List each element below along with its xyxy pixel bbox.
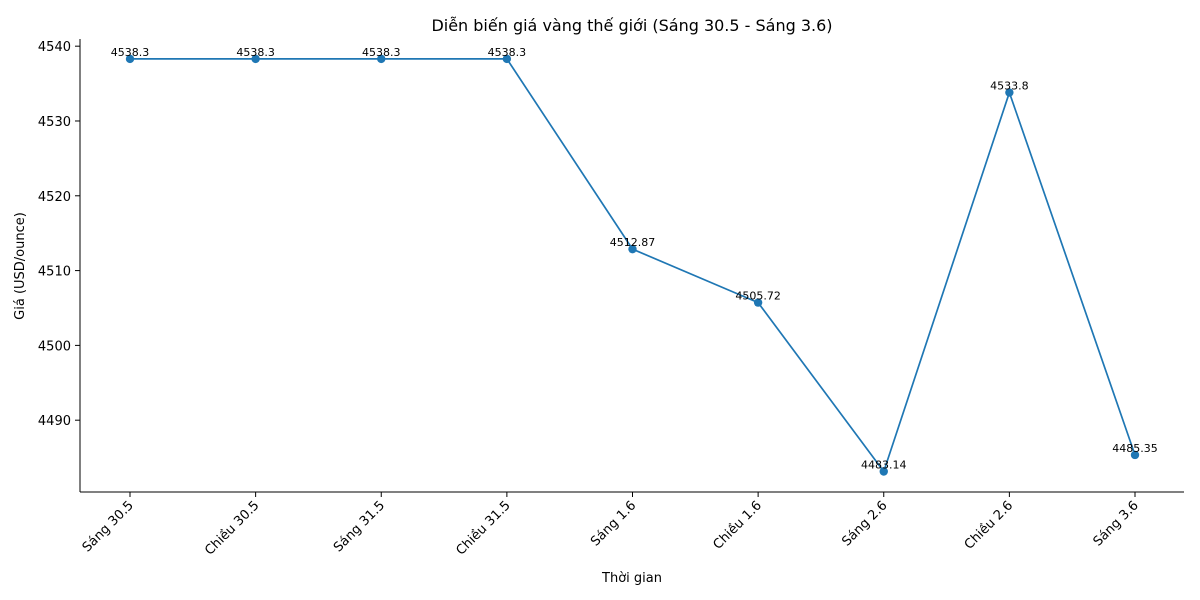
data-label: 4483.14 [861, 459, 907, 472]
data-label: 4538.3 [362, 46, 401, 59]
data-label: 4538.3 [488, 46, 527, 59]
x-tick-label: Sáng 31.5 [331, 498, 388, 555]
y-tick-label: 4520 [38, 190, 71, 205]
x-tick-label: Sáng 30.5 [80, 498, 137, 555]
y-tick-label: 4500 [38, 339, 71, 354]
data-label: 4538.3 [236, 46, 275, 59]
y-tick-label: 4510 [38, 265, 71, 280]
x-tick-label: Sáng 3.6 [1091, 498, 1142, 549]
x-tick-label: Sáng 1.6 [588, 498, 639, 549]
y-tick-label: 4540 [38, 40, 71, 55]
data-point [125, 54, 135, 64]
x-tick-label: Chiều 30.5 [202, 498, 262, 558]
x-tick-label: Chiều 31.5 [453, 498, 513, 558]
chart-title: Diễn biến giá vàng thế giới (Sáng 30.5 -… [431, 16, 832, 35]
y-tick-label: 4530 [38, 115, 71, 130]
data-label: 4533.8 [990, 80, 1029, 93]
data-label: 4485.35 [1112, 442, 1158, 455]
y-axis-title: Giá (USD/ounce) [13, 212, 28, 320]
series-line [130, 58, 1136, 473]
data-point [502, 54, 512, 64]
x-tick-label: Chiều 2.6 [962, 498, 1016, 552]
data-point [251, 54, 260, 64]
data-label: 4512.87 [610, 236, 656, 249]
y-tick-label: 4490 [38, 414, 71, 429]
x-tick-label: Sáng 2.6 [839, 498, 890, 549]
data-point [753, 298, 763, 307]
x-axis-ticks: Sáng 30.5 Chiều 30.5 Sáng 31.5 Chiều 31.5 Sá… [80, 492, 1142, 559]
data-label: 4505.72 [735, 290, 781, 303]
data-point [1005, 88, 1014, 97]
series-group: 4538.3 4538.3 4538.3 4538.3 4512.87 4505.72 44… [111, 46, 1158, 476]
data-point [1130, 450, 1140, 460]
data-point [879, 467, 888, 476]
y-axis-ticks: 4490 4500 4510 4520 4530 4540 [38, 40, 80, 429]
x-tick-label: Chiều 1.6 [711, 498, 765, 552]
data-label: 4538.3 [111, 46, 150, 59]
data-point [628, 244, 637, 254]
data-point [377, 54, 386, 64]
x-axis-title: Thời gian [601, 571, 662, 586]
